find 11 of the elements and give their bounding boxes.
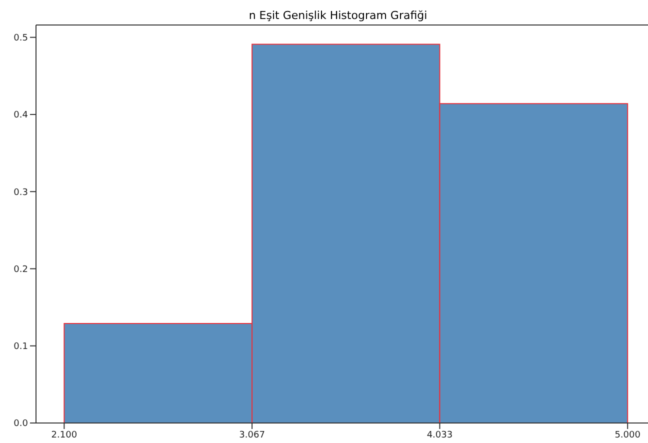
y-tick-label: 0.1: [14, 342, 28, 352]
y-tick-label: 0.3: [14, 188, 28, 198]
y-tick-label: 0.0: [14, 419, 28, 430]
x-tick-label: 5.000: [614, 430, 641, 440]
x-tick-label: 4.033: [426, 430, 453, 440]
y-tick-label: 0.4: [14, 110, 28, 121]
y-tick-label: 0.5: [14, 34, 28, 44]
chart-title: n Eşit Genişlik Histogram Grafiği: [248, 8, 428, 24]
x-tick-label: 2.100: [51, 430, 78, 440]
y-tick-label: 0.2: [14, 264, 28, 275]
x-tick-label: 3.067: [239, 430, 265, 440]
